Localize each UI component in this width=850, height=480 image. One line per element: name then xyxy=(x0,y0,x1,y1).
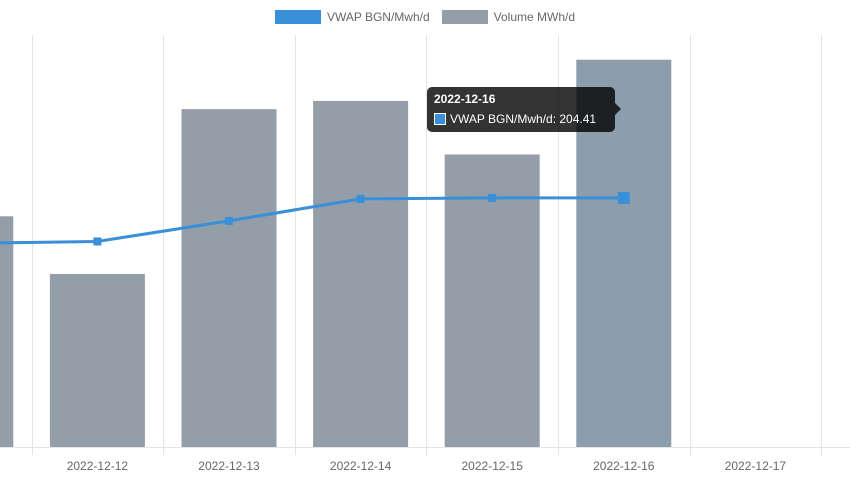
volume-bars xyxy=(0,59,672,448)
x-tick-label: 2022-12-15 xyxy=(462,459,524,473)
tooltip-label: VWAP BGN/Mwh/d: 204.41 xyxy=(450,112,597,126)
vwap-point[interactable] xyxy=(93,237,102,246)
volume-bar[interactable] xyxy=(181,109,277,447)
legend-swatch-vwap xyxy=(274,10,321,24)
volume-bar[interactable] xyxy=(0,216,14,447)
x-tick-label: 2022-12-17 xyxy=(725,459,787,473)
volume-bar[interactable] xyxy=(49,273,145,447)
legend-label-volume: Volume MWh/d xyxy=(493,10,576,24)
volume-bar[interactable] xyxy=(444,154,540,448)
vwap-point[interactable] xyxy=(225,216,233,225)
x-tick-label: 2022-12-12 xyxy=(67,459,129,473)
vwap-line xyxy=(0,103,630,246)
tooltip-row: VWAP BGN/Mwh/d: 204.41 xyxy=(434,111,608,127)
tooltip-swatch xyxy=(434,113,446,125)
tooltip-caret xyxy=(615,103,621,115)
vwap-point[interactable] xyxy=(356,194,365,203)
x-axis-ticks: 2022-12-12 2022-12-13 2022-12-14 2022-12-15… xyxy=(67,459,787,473)
vwap-series-line xyxy=(0,196,624,245)
legend-item-volume[interactable]: Volume MWh/d xyxy=(441,10,576,24)
x-tick-label: 2022-12-16 xyxy=(593,459,655,473)
vwap-point[interactable] xyxy=(488,193,497,202)
vwap-point[interactable] xyxy=(617,191,630,204)
legend-swatch-volume xyxy=(441,10,488,24)
tooltip-title: 2022-12-16 xyxy=(434,92,496,106)
x-tick-label: 2022-12-13 xyxy=(198,459,260,473)
legend-label-vwap: VWAP BGN/Mwh/d xyxy=(326,10,430,24)
grid-lines xyxy=(0,35,850,455)
chart-legend: VWAP BGN/Mwh/d Volume MWh/d xyxy=(0,7,850,27)
chart-tooltip: 2022-12-16 VWAP BGN/Mwh/d: 204.41 xyxy=(427,87,615,132)
volume-bar[interactable] xyxy=(313,100,409,448)
x-tick-label: 2022-12-14 xyxy=(330,459,392,473)
legend-item-vwap[interactable]: VWAP BGN/Mwh/d xyxy=(274,10,430,24)
